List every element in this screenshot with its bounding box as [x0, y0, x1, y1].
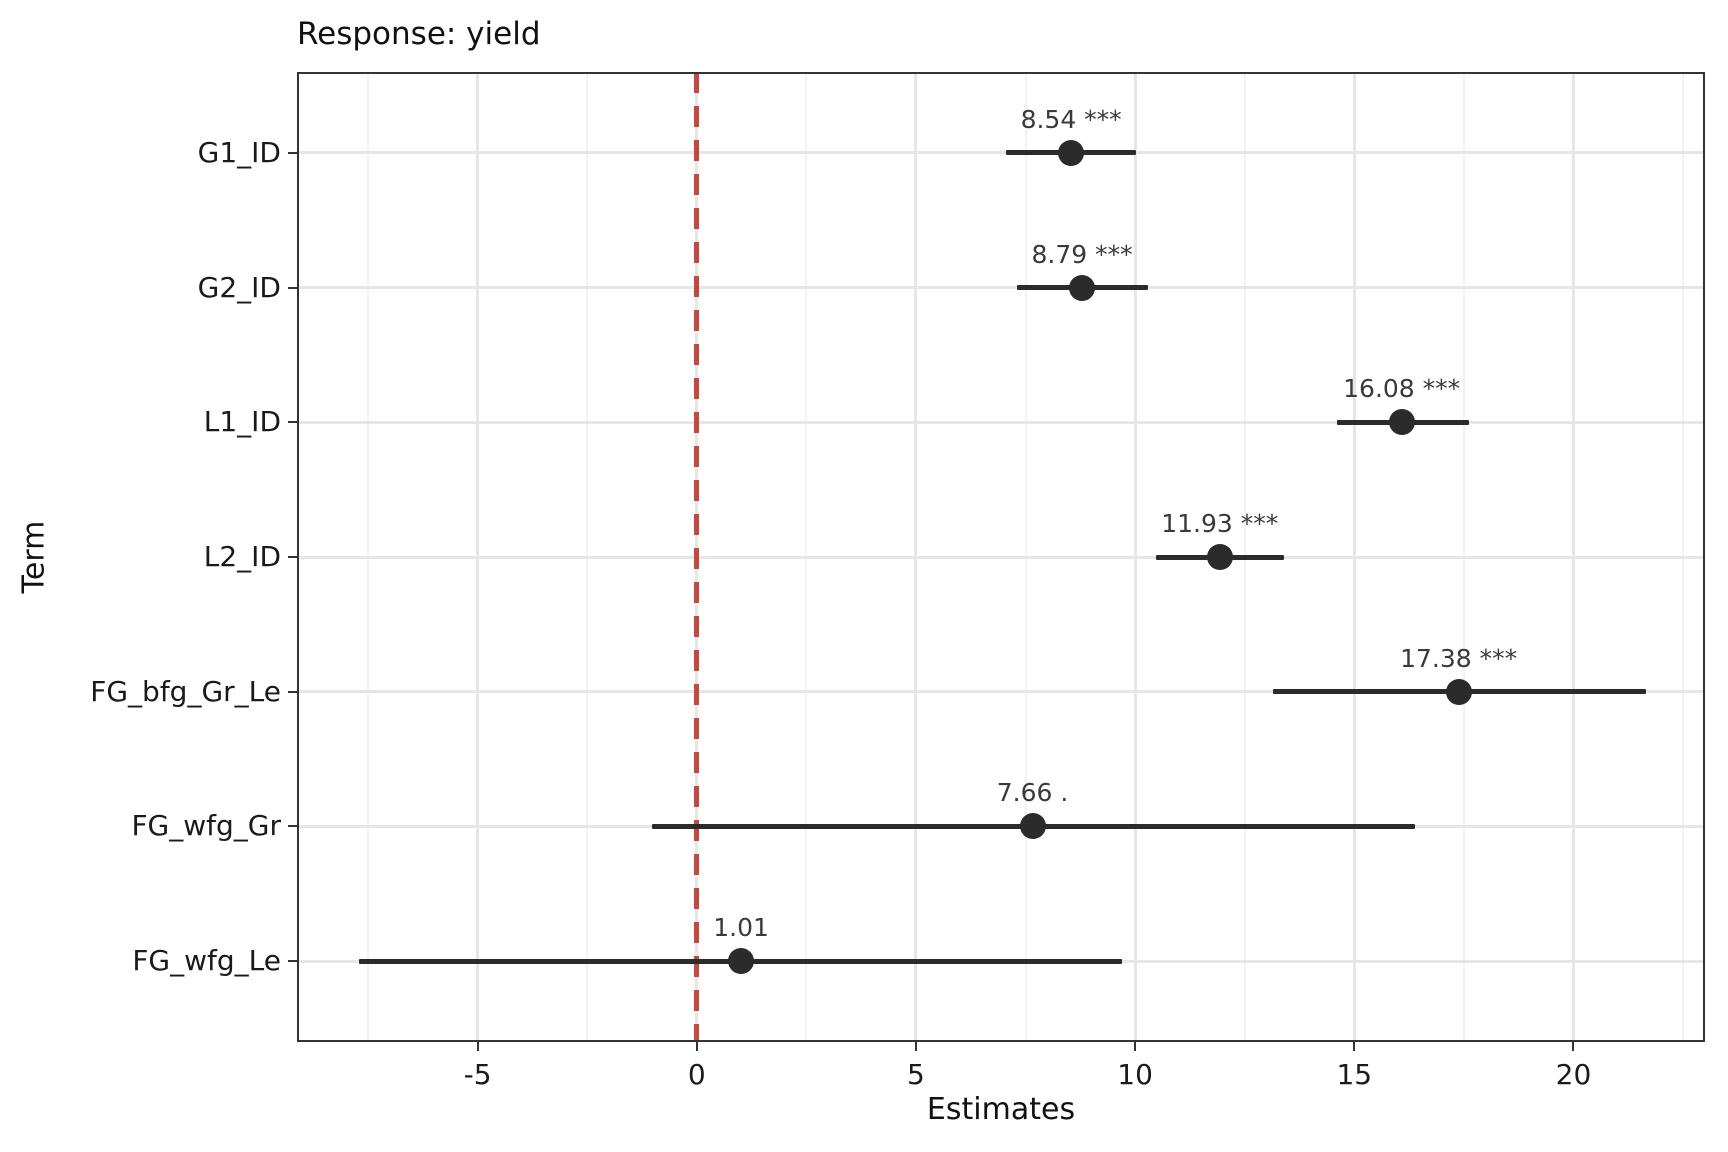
y-axis-tick-label: L1_ID — [203, 405, 281, 439]
estimate-point — [1019, 813, 1046, 840]
x-axis-tick — [695, 1042, 698, 1051]
x-axis-tick-label: 10 — [1117, 1058, 1153, 1091]
estimate-point — [1388, 409, 1415, 436]
x-axis-tick — [1353, 1042, 1356, 1051]
x-axis-tick — [476, 1042, 479, 1051]
x-axis-tick-label: 0 — [687, 1058, 706, 1091]
x-axis-tick-label: 20 — [1555, 1058, 1592, 1091]
estimate-label: 17.38 *** — [1400, 643, 1518, 673]
estimate-point — [728, 948, 755, 975]
estimate-point — [1206, 544, 1233, 570]
estimate-point — [1445, 678, 1472, 705]
x-axis-tick-label: -5 — [463, 1058, 492, 1091]
estimate-point — [1058, 139, 1085, 166]
estimate-label: 16.08 *** — [1343, 374, 1461, 404]
y-axis-tick — [288, 690, 297, 693]
y-axis-tick — [288, 556, 297, 558]
estimate-label: 8.54 *** — [1020, 104, 1122, 134]
gridline-y-major — [297, 420, 1705, 424]
y-axis-tick-label: L2_ID — [203, 540, 281, 573]
x-axis-tick — [1572, 1042, 1575, 1051]
x-axis-title: Estimates — [926, 1092, 1076, 1127]
y-axis-tick-label: G2_ID — [197, 270, 281, 304]
gridline-y-major — [297, 690, 1705, 694]
gridline-y-major — [297, 555, 1705, 559]
x-axis-tick-label: 15 — [1336, 1058, 1373, 1091]
y-axis-tick — [288, 151, 297, 154]
y-axis-tick-label: FG_wfg_Gr — [131, 809, 281, 843]
y-axis-title: Term — [16, 520, 52, 594]
y-axis-tick-label: FG_wfg_Le — [132, 944, 281, 978]
chart-title: Response: yield — [297, 16, 541, 52]
x-axis-tick — [914, 1042, 917, 1051]
gridline-y-major — [297, 151, 1705, 155]
y-axis-tick — [288, 286, 297, 289]
estimate-point — [1069, 274, 1096, 301]
gridline-y-major — [297, 286, 1705, 290]
zero-reference-line — [694, 72, 700, 1042]
estimate-label: 7.66 . — [996, 778, 1069, 808]
y-axis-tick — [288, 960, 297, 963]
y-axis-tick-label: FG_bfg_Gr_Le — [90, 674, 281, 708]
estimate-label: 11.93 *** — [1161, 509, 1279, 538]
estimate-label: 8.79 *** — [1031, 239, 1133, 269]
x-axis-tick — [1134, 1042, 1137, 1051]
y-axis-tick-label: G1_ID — [197, 135, 281, 169]
y-axis-tick — [288, 421, 297, 424]
y-axis-tick — [288, 825, 297, 828]
estimate-label: 1.01 — [713, 913, 769, 943]
x-axis-tick-label: 5 — [907, 1058, 925, 1091]
